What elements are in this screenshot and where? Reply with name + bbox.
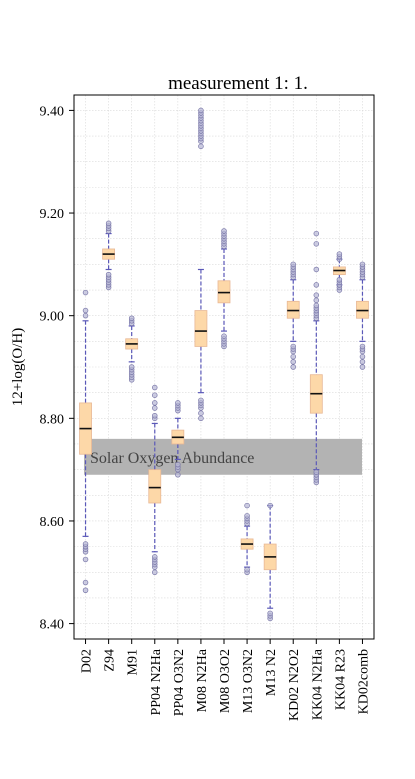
box-kd02comb [356, 261, 369, 370]
outlier-point [359, 353, 366, 360]
outlier-point [359, 261, 366, 268]
outlier-point [290, 353, 296, 360]
box-kd02-n2o2 [286, 261, 300, 370]
x-tick-label: KD02 N2O2 [287, 649, 302, 721]
outlier-point [267, 502, 273, 509]
solar-band-rect [84, 438, 362, 475]
outlier-point [359, 343, 366, 350]
outlier-point [175, 461, 181, 468]
outlier-point [198, 397, 204, 404]
y-axis-label: 12+log(O/H) [10, 328, 26, 406]
outlier-point [82, 541, 89, 547]
box-z94 [102, 220, 116, 291]
box-d02 [79, 289, 92, 593]
outlier-point [152, 554, 158, 560]
outlier-point [82, 289, 89, 296]
outlier-point [244, 566, 250, 573]
outlier-point [267, 610, 273, 617]
outlier-point [82, 587, 89, 593]
x-tick-label: KD02comb [356, 649, 371, 714]
box-iqr [194, 310, 208, 347]
outlier-point [359, 364, 366, 370]
outlier-point [221, 333, 227, 339]
outlier-point [359, 359, 366, 365]
outlier-point [152, 384, 158, 391]
outlier-point [175, 472, 181, 478]
outlier-point [152, 413, 158, 419]
outlier-point [105, 271, 112, 278]
outlier-point [244, 502, 250, 509]
box-kk04-r23 [332, 251, 346, 293]
box-m08-n2ha [194, 107, 208, 422]
outlier-point [82, 307, 89, 314]
chart-title: measurement 1: 1. [168, 73, 308, 94]
outlier-point [290, 359, 296, 365]
x-tick-label: KK04 R23 [333, 649, 348, 710]
y-axis: 8.40 8.60 8.80 9.00 9.20 9.40 [40, 104, 74, 633]
outlier-point [221, 228, 227, 234]
box-m13-n2 [263, 502, 277, 622]
outlier-point [290, 364, 296, 370]
outlier-point [290, 343, 296, 350]
y-tick-label: 8.40 [40, 618, 65, 633]
box-pp04-n2ha [148, 384, 162, 576]
box-m08-o3o2 [217, 228, 231, 350]
box-kk04-n2ha [309, 230, 323, 486]
outlier-point [244, 513, 250, 519]
x-tick-label: PP04 N2Ha [149, 648, 164, 715]
outlier-point [82, 312, 89, 319]
outlier-point [313, 282, 320, 288]
y-tick-label: 8.60 [40, 515, 65, 530]
grid-lines [74, 95, 374, 639]
outlier-point [152, 400, 158, 406]
outlier-point [313, 302, 320, 309]
x-tick-label: D02 [80, 649, 95, 673]
outlier-point [336, 277, 343, 283]
x-tick-label: M08 N2Ha [195, 648, 210, 712]
box-iqr [148, 469, 162, 504]
outlier-point [313, 266, 320, 273]
outlier-point [152, 405, 158, 411]
x-axis: D02 Z94 M91 PP04 N2Ha PP04 O3N2 M08 N2Ha M08 O… [80, 639, 371, 721]
outlier-point [128, 364, 135, 370]
outlier-point [313, 230, 320, 237]
y-tick-label: 9.00 [40, 310, 65, 325]
y-tick-label: 8.80 [40, 412, 65, 427]
outlier-point [336, 251, 343, 257]
outlier-point [313, 469, 320, 475]
outlier-point [82, 579, 89, 586]
outlier-point [198, 107, 204, 114]
outlier-point [152, 569, 158, 576]
outlier-point [198, 415, 204, 422]
y-tick-label: 9.40 [40, 104, 65, 119]
outlier-point [198, 410, 204, 416]
x-tick-label: PP04 O3N2 [172, 649, 187, 716]
y-tick-label: 9.20 [40, 207, 65, 222]
outlier-point [175, 400, 181, 406]
outlier-point [313, 241, 320, 247]
outlier-point [313, 292, 320, 298]
outlier-point [290, 261, 296, 268]
box-plot-series [79, 107, 369, 622]
box-m13-o3n2 [240, 502, 254, 576]
x-tick-label: M91 [126, 649, 141, 675]
solar-abundance-band: Solar Oxygen Abundance [84, 438, 362, 475]
x-tick-label: M08 O3O2 [218, 649, 233, 713]
x-tick-label: Z94 [103, 649, 118, 672]
outlier-point [198, 143, 204, 150]
outlier-point [105, 220, 112, 227]
x-tick-label: M13 O3N2 [241, 649, 256, 713]
outlier-point [128, 315, 135, 321]
outlier-point [152, 392, 158, 398]
outlier-point [313, 297, 320, 304]
box-m91 [125, 315, 139, 383]
x-tick-label: M13 N2 [264, 649, 279, 696]
box-pp04-o3n2 [171, 400, 185, 478]
outlier-point [82, 556, 89, 563]
solar-band-label: Solar Oxygen Abundance [90, 450, 254, 467]
x-tick-label: KK04 N2Ha [310, 648, 325, 720]
